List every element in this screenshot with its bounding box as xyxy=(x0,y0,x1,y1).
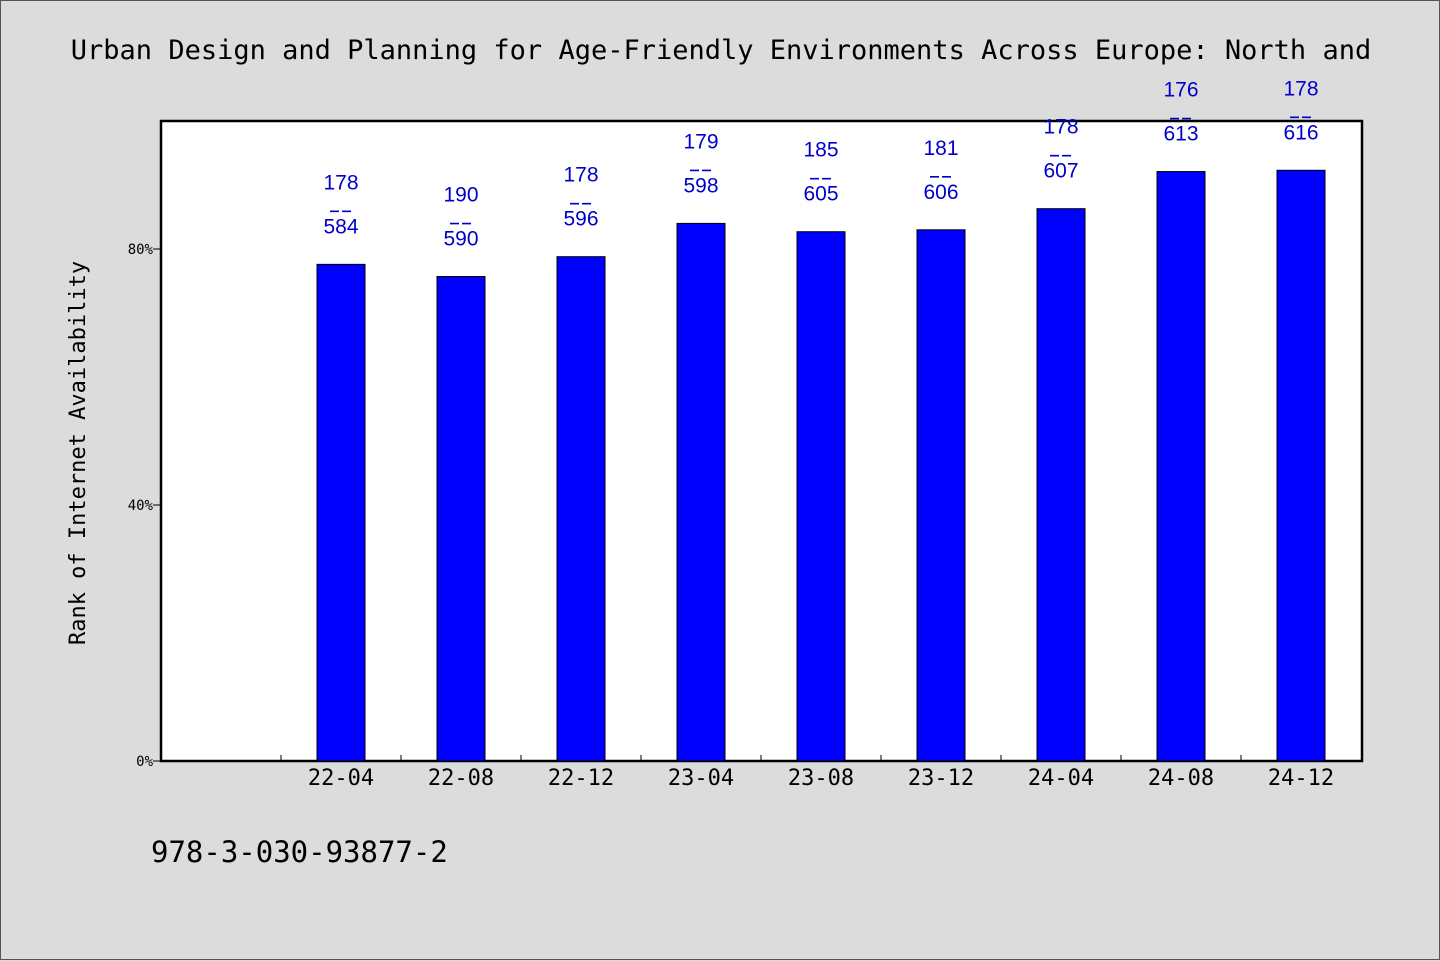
data-label-top: 178 xyxy=(323,171,358,194)
data-label-bottom: 606 xyxy=(923,181,958,204)
bar-22-08 xyxy=(436,276,486,762)
data-label-top: 176 xyxy=(1163,79,1198,102)
isbn-footer: 978-3-030-93877-2 xyxy=(151,835,448,869)
bar-22-12 xyxy=(556,256,606,762)
bar-24-04 xyxy=(1036,208,1086,762)
x-tick-label: 22-12 xyxy=(548,766,614,791)
bar-23-12 xyxy=(916,229,966,762)
x-tick-label: 24-08 xyxy=(1148,766,1214,791)
data-label-top: 178 xyxy=(1283,77,1318,100)
chart-title: Urban Design and Planning for Age-Friend… xyxy=(70,35,1372,66)
y-axis-label: Rank of Internet Availability xyxy=(66,261,91,645)
data-label-top: 178 xyxy=(1043,116,1078,139)
bar-23-04 xyxy=(676,222,726,762)
y-tick-label: 80% xyxy=(128,242,154,258)
data-label-top: 179 xyxy=(683,130,718,153)
bar-22-04 xyxy=(316,263,366,762)
x-tick-label: 23-04 xyxy=(668,766,734,791)
bar-24-12 xyxy=(1276,169,1326,762)
data-label-bottom: 596 xyxy=(563,208,598,231)
bars-group xyxy=(316,169,1326,762)
data-label-bottom: 613 xyxy=(1163,123,1198,146)
y-tick-label: 40% xyxy=(128,498,154,514)
y-tick-label: 0% xyxy=(136,754,153,770)
y-axis-ticks: 0% 40% 80% xyxy=(128,242,161,770)
data-label-bottom: 598 xyxy=(683,174,718,197)
x-tick-label: 22-04 xyxy=(308,766,374,791)
x-tick-label: 24-12 xyxy=(1268,766,1334,791)
x-tick-label: 23-12 xyxy=(908,766,974,791)
data-label-bottom: 616 xyxy=(1283,121,1318,144)
x-tick-label: 24-04 xyxy=(1028,766,1094,791)
bar-24-08 xyxy=(1156,171,1206,762)
data-label-top: 185 xyxy=(803,139,838,162)
data-label-bottom: 584 xyxy=(323,215,358,238)
data-label-top: 178 xyxy=(563,164,598,187)
data-label-bottom: 590 xyxy=(443,228,478,251)
bar-23-08 xyxy=(796,231,846,762)
data-label-bottom: 607 xyxy=(1043,160,1078,183)
data-labels-group: 178 584 190 590 178 596 179 598 185 605 181 606 178 6… xyxy=(323,77,1318,250)
data-label-bottom: 605 xyxy=(803,183,838,206)
x-tick-label: 22-08 xyxy=(428,766,494,791)
x-axis-ticks: 22-04 22-08 22-12 23-04 23-08 23-12 24-04 24-08… xyxy=(280,755,1334,791)
data-label-top: 181 xyxy=(923,137,958,160)
x-tick-label: 23-08 xyxy=(788,766,854,791)
data-label-top: 190 xyxy=(443,184,478,207)
